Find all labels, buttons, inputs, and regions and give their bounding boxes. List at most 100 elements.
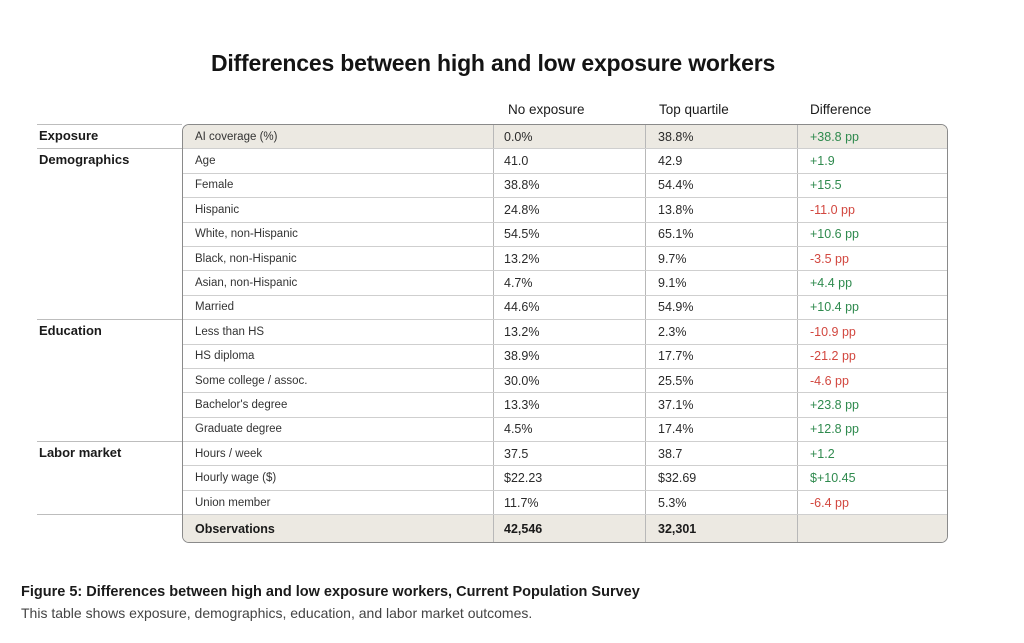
table-row: White, non-Hispanic 54.5% 65.1% +10.6 pp xyxy=(183,222,947,247)
figure-caption-title: Figure 5: Differences between high and l… xyxy=(21,584,640,600)
table-row: HS diploma 38.9% 17.7% -21.2 pp xyxy=(183,344,947,369)
row-label: Female xyxy=(183,173,494,198)
cell-no-exposure: 38.9% xyxy=(494,344,646,368)
cell-no-exposure: 0.0% xyxy=(494,125,646,149)
observations-row: Observations 42,546 32,301 xyxy=(183,515,947,542)
row-label: Hispanic xyxy=(183,198,494,222)
row-label: Age xyxy=(183,149,494,173)
cell-top-quartile: 9.1% xyxy=(646,271,798,295)
table-row: Bachelor's degree 13.3% 37.1% +23.8 pp xyxy=(183,393,947,418)
category-divider xyxy=(37,319,182,321)
table-row: Less than HS 13.2% 2.3% -10.9 pp xyxy=(183,320,947,345)
table-row: Union member 11.7% 5.3% -6.4 pp xyxy=(183,490,947,516)
cell-top-quartile: $32.69 xyxy=(646,466,798,490)
cell-top-quartile: 54.9% xyxy=(646,295,798,320)
cell-top-quartile: 13.8% xyxy=(646,198,798,222)
column-header-difference: Difference xyxy=(810,102,872,117)
category-divider xyxy=(37,148,182,150)
table-row: Graduate degree 4.5% 17.4% +12.8 pp xyxy=(183,417,947,443)
cell-difference: -6.4 pp xyxy=(810,495,849,510)
cell-difference: +4.4 pp xyxy=(810,276,853,291)
category-label: Education xyxy=(39,323,102,339)
table-row: Hours / week 37.5 38.7 +1.2 xyxy=(183,442,947,467)
cell-top-quartile: 42.9 xyxy=(646,149,798,173)
cell-no-exposure: 30.0% xyxy=(494,368,646,393)
cell-top-quartile: 25.5% xyxy=(646,368,798,393)
category-label: Demographics xyxy=(39,152,130,168)
observations-difference xyxy=(798,515,947,542)
cell-difference: +38.8 pp xyxy=(810,129,860,144)
cell-top-quartile: 17.4% xyxy=(646,417,798,442)
table-row: Some college / assoc. 30.0% 25.5% -4.6 pp xyxy=(183,368,947,394)
observations-top-quartile: 32,301 xyxy=(646,515,798,542)
cell-top-quartile: 17.7% xyxy=(646,344,798,368)
cell-no-exposure: 54.5% xyxy=(494,222,646,246)
cell-difference: -3.5 pp xyxy=(810,251,849,266)
row-label: Some college / assoc. xyxy=(183,368,494,393)
table-row: Asian, non-Hispanic 4.7% 9.1% +4.4 pp xyxy=(183,271,947,296)
cell-no-exposure: 44.6% xyxy=(494,295,646,320)
table-row: Married 44.6% 54.9% +10.4 pp xyxy=(183,295,947,321)
cell-no-exposure: 11.7% xyxy=(494,490,646,515)
cell-no-exposure: 13.3% xyxy=(494,393,646,417)
cell-difference: -21.2 pp xyxy=(810,349,856,364)
cell-no-exposure: 24.8% xyxy=(494,198,646,222)
row-label: Less than HS xyxy=(183,320,494,344)
row-label: AI coverage (%) xyxy=(183,125,494,149)
cell-top-quartile: 38.7 xyxy=(646,442,798,466)
row-label: HS diploma xyxy=(183,344,494,368)
cell-top-quartile: 5.3% xyxy=(646,490,798,515)
row-label: Hourly wage ($) xyxy=(183,466,494,490)
cell-difference: +10.4 pp xyxy=(810,300,860,315)
cell-top-quartile: 37.1% xyxy=(646,393,798,417)
cell-difference: -4.6 pp xyxy=(810,373,849,388)
table-row: Age 41.0 42.9 +1.9 xyxy=(183,149,947,174)
table-row: Hourly wage ($) $22.23 $32.69 $+10.45 xyxy=(183,466,947,491)
cell-no-exposure: 4.5% xyxy=(494,417,646,442)
cell-top-quartile: 9.7% xyxy=(646,246,798,271)
cell-no-exposure: $22.23 xyxy=(494,466,646,490)
table-row: Female 38.8% 54.4% +15.5 xyxy=(183,173,947,199)
table-row: Black, non-Hispanic 13.2% 9.7% -3.5 pp xyxy=(183,246,947,272)
table-row: Hispanic 24.8% 13.8% -11.0 pp xyxy=(183,198,947,223)
row-label: Union member xyxy=(183,490,494,515)
row-label: Graduate degree xyxy=(183,417,494,442)
row-label: Bachelor's degree xyxy=(183,393,494,417)
row-label: Married xyxy=(183,295,494,320)
table-row: AI coverage (%) 0.0% 38.8% +38.8 pp xyxy=(183,125,947,150)
cell-difference: +23.8 pp xyxy=(810,397,860,412)
row-label: Black, non-Hispanic xyxy=(183,246,494,271)
column-header-top-quartile: Top quartile xyxy=(659,102,729,117)
cell-no-exposure: 37.5 xyxy=(494,442,646,466)
cell-top-quartile: 38.8% xyxy=(646,125,798,149)
cell-top-quartile: 2.3% xyxy=(646,320,798,344)
row-label: Asian, non-Hispanic xyxy=(183,271,494,295)
cell-difference: +1.9 xyxy=(810,154,835,169)
cell-no-exposure: 4.7% xyxy=(494,271,646,295)
cell-difference: +1.2 xyxy=(810,446,835,461)
cell-no-exposure: 38.8% xyxy=(494,173,646,198)
observations-no-exposure: 42,546 xyxy=(494,515,646,542)
cell-top-quartile: 54.4% xyxy=(646,173,798,198)
category-label: Labor market xyxy=(39,445,122,461)
cell-difference: +12.8 pp xyxy=(810,422,860,437)
cell-difference: +15.5 xyxy=(810,178,842,193)
category-label: Exposure xyxy=(39,128,99,143)
cell-no-exposure: 13.2% xyxy=(494,320,646,344)
cell-difference: $+10.45 xyxy=(810,471,856,486)
category-divider xyxy=(37,514,182,516)
cell-difference: -11.0 pp xyxy=(810,202,855,217)
category-divider xyxy=(37,124,182,125)
cell-top-quartile: 65.1% xyxy=(646,222,798,246)
data-table: AI coverage (%) 0.0% 38.8% +38.8 pp Age 41.0 4… xyxy=(182,124,948,543)
row-label: Hours / week xyxy=(183,442,494,466)
cell-difference: -10.9 pp xyxy=(810,324,856,339)
observations-label: Observations xyxy=(183,515,494,542)
category-divider xyxy=(37,441,182,443)
cell-no-exposure: 13.2% xyxy=(494,246,646,271)
column-header-no-exposure: No exposure xyxy=(508,102,585,117)
cell-no-exposure: 41.0 xyxy=(494,149,646,173)
chart-title: Differences between high and low exposur… xyxy=(210,50,776,76)
row-label: White, non-Hispanic xyxy=(183,222,494,246)
figure-caption-text: This table shows exposure, demographics,… xyxy=(21,605,533,621)
